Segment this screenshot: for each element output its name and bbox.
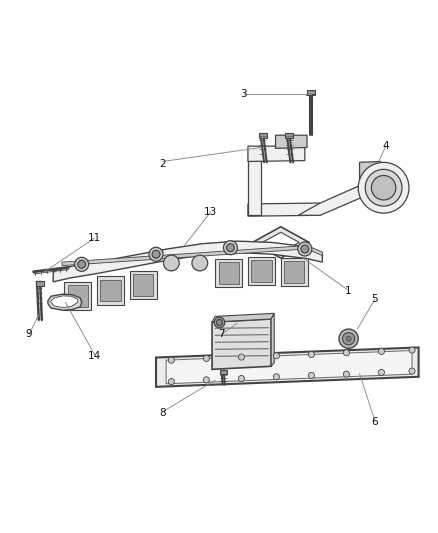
- Polygon shape: [261, 232, 299, 253]
- Text: 14: 14: [88, 351, 101, 361]
- Circle shape: [191, 255, 207, 271]
- Text: 1: 1: [345, 286, 351, 296]
- Text: 8: 8: [159, 408, 166, 418]
- Circle shape: [203, 377, 209, 383]
- Bar: [258, 133, 266, 138]
- Text: 5: 5: [371, 294, 377, 304]
- Circle shape: [74, 257, 88, 271]
- Polygon shape: [155, 348, 418, 387]
- Bar: [306, 90, 314, 95]
- Text: 9: 9: [26, 329, 32, 340]
- Bar: [219, 370, 226, 374]
- Circle shape: [214, 317, 224, 328]
- Polygon shape: [284, 261, 304, 282]
- Circle shape: [168, 378, 174, 385]
- Polygon shape: [359, 161, 380, 180]
- Circle shape: [342, 333, 354, 345]
- Polygon shape: [252, 227, 308, 258]
- Circle shape: [343, 371, 349, 377]
- Polygon shape: [67, 285, 88, 307]
- Circle shape: [307, 351, 314, 358]
- Text: 2: 2: [159, 159, 166, 168]
- Circle shape: [408, 347, 414, 353]
- Text: 13: 13: [204, 207, 217, 217]
- Polygon shape: [271, 313, 274, 366]
- Circle shape: [357, 163, 408, 213]
- Circle shape: [149, 247, 162, 261]
- Bar: [35, 280, 43, 286]
- Text: 4: 4: [381, 141, 388, 151]
- Circle shape: [300, 245, 308, 253]
- Polygon shape: [97, 276, 124, 304]
- Polygon shape: [50, 296, 78, 308]
- Circle shape: [307, 373, 314, 378]
- Circle shape: [371, 175, 395, 200]
- Polygon shape: [280, 258, 307, 286]
- Polygon shape: [212, 313, 274, 322]
- Polygon shape: [218, 262, 238, 284]
- Polygon shape: [100, 280, 120, 301]
- Circle shape: [216, 319, 222, 326]
- Circle shape: [223, 241, 237, 255]
- Polygon shape: [275, 135, 306, 148]
- Text: 11: 11: [88, 233, 101, 243]
- Circle shape: [297, 242, 311, 256]
- Polygon shape: [62, 246, 321, 265]
- Circle shape: [273, 353, 279, 359]
- Circle shape: [364, 169, 401, 206]
- Circle shape: [226, 244, 234, 252]
- Circle shape: [378, 349, 384, 354]
- Circle shape: [238, 375, 244, 382]
- Polygon shape: [247, 146, 304, 161]
- Circle shape: [343, 350, 349, 356]
- Polygon shape: [130, 271, 156, 300]
- Circle shape: [168, 357, 174, 363]
- Polygon shape: [53, 241, 321, 282]
- Circle shape: [345, 336, 350, 341]
- Polygon shape: [133, 274, 153, 296]
- Polygon shape: [166, 351, 411, 384]
- Text: 6: 6: [371, 417, 377, 427]
- Circle shape: [273, 374, 279, 380]
- Polygon shape: [215, 259, 242, 287]
- Polygon shape: [247, 153, 261, 215]
- Circle shape: [408, 368, 414, 374]
- Circle shape: [78, 261, 85, 268]
- Circle shape: [152, 251, 159, 258]
- Circle shape: [163, 255, 179, 271]
- Circle shape: [238, 354, 244, 360]
- Circle shape: [378, 369, 384, 375]
- Text: 7: 7: [218, 329, 225, 340]
- Polygon shape: [297, 170, 394, 215]
- Polygon shape: [247, 257, 275, 285]
- Polygon shape: [251, 261, 271, 282]
- Circle shape: [203, 356, 209, 361]
- Circle shape: [338, 329, 357, 349]
- Polygon shape: [48, 294, 81, 310]
- Bar: [285, 133, 292, 138]
- Polygon shape: [64, 282, 91, 310]
- Polygon shape: [212, 319, 271, 369]
- Text: 3: 3: [240, 88, 246, 99]
- Polygon shape: [247, 203, 319, 216]
